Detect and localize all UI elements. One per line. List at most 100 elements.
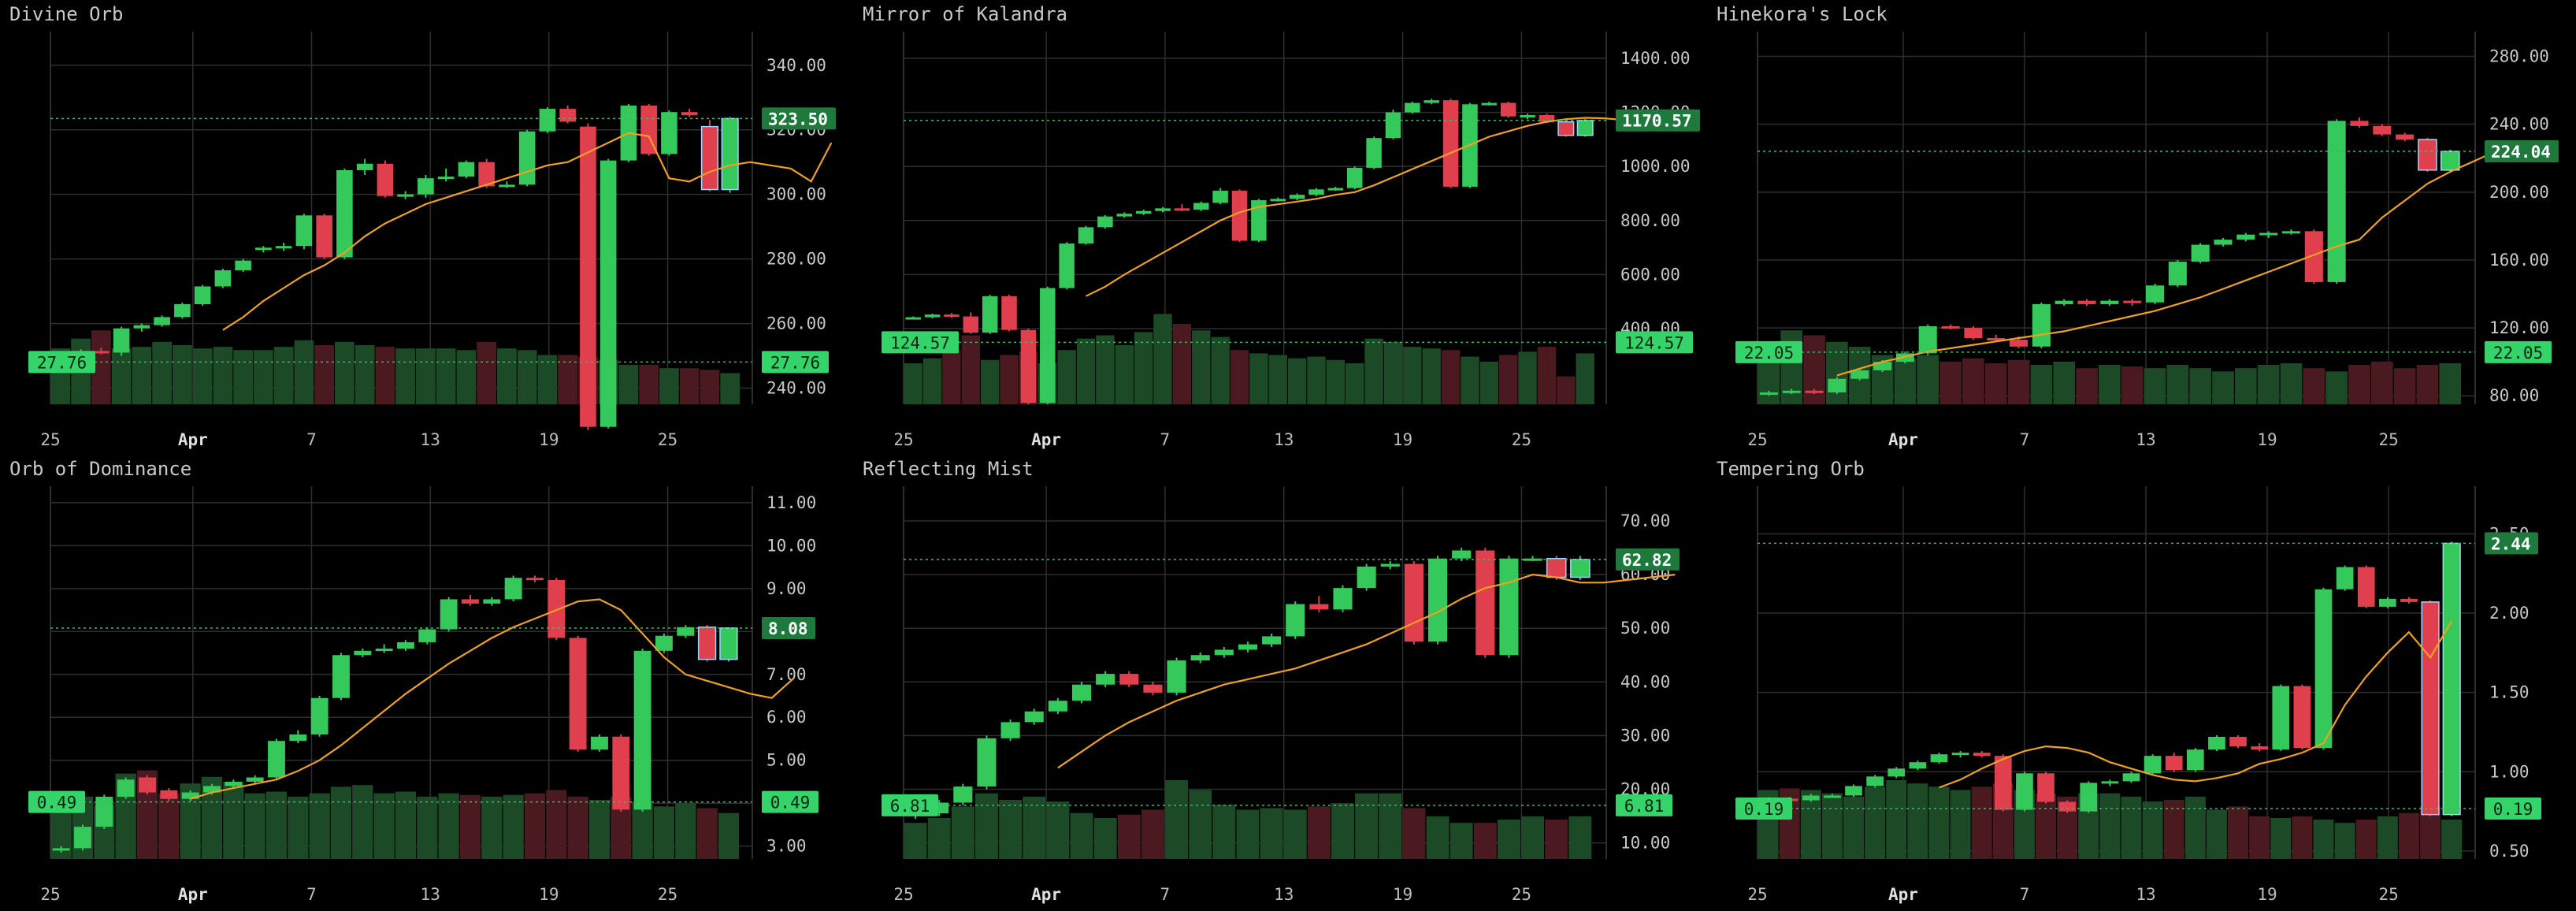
x-tick-label: 19 [539, 885, 559, 904]
volume-bar [2036, 793, 2057, 859]
volume-bar [459, 794, 481, 859]
candle-body [1380, 563, 1400, 567]
candle-body [1190, 655, 1210, 661]
candle-body [2251, 746, 2269, 750]
chart-title: Hinekora's Lock [1717, 3, 1887, 25]
candlestick-chart[interactable]: 0.501.001.502.002.5025Apr71319252.440.19… [1707, 455, 2576, 909]
candle-body [1427, 558, 1448, 642]
chart-panel[interactable]: 80.00 120.00 160.00 200.00 240.00 280.00 25 Apr… [1707, 0, 2576, 455]
volume-label-right: 0.19 [2493, 800, 2533, 819]
volume-label-left: 27.76 [37, 353, 87, 372]
volume-bar [659, 368, 679, 404]
volume-bar [288, 796, 309, 859]
volume-bar [942, 350, 961, 404]
volume-bar [961, 335, 980, 404]
candlestick-chart[interactable]: 3.004.005.006.007.008.009.0010.0011.0025… [0, 455, 853, 909]
volume-bar [618, 364, 639, 404]
candlestick-chart[interactable]: 400.00600.00800.001000.001200.001400.002… [853, 0, 1707, 455]
y-tick-label: 340.00 [766, 56, 826, 75]
chart-panel[interactable]: 10.00 20.00 30.00 40.00 50.00 60.00 70.00 25 Apr… [853, 455, 1707, 909]
candle-body [2214, 240, 2233, 245]
candle-body [1000, 722, 1020, 738]
volume-bar [718, 812, 740, 859]
candlestick-chart[interactable]: 80.00 120.00 160.00 200.00 240.00 280.00 25 Apr… [1707, 0, 2576, 455]
candle-body [1546, 557, 1567, 578]
candle-body [1262, 636, 1282, 645]
candle-body [418, 178, 434, 195]
volume-bar [720, 373, 741, 404]
chart-title: Tempering Orb [1717, 458, 1865, 480]
chart-panel[interactable]: 240.00 260.00 280.00 300.00 320.00 340.00 25 Ap… [0, 0, 853, 455]
candle-body [268, 741, 285, 778]
volume-bar [679, 368, 700, 404]
x-tick-label: 25 [1747, 885, 1767, 904]
volume-bar [132, 347, 152, 404]
candle-body [2304, 231, 2323, 282]
chart-panel[interactable]: 0.501.001.502.002.5025Apr71319252.440.19… [1707, 455, 2576, 909]
volume-bar [675, 803, 696, 859]
x-tick-label: 25 [1512, 430, 1531, 449]
volume-bar [1545, 819, 1568, 859]
volume-bar [2292, 816, 2313, 859]
volume-bar [1230, 350, 1249, 404]
candle-body [661, 112, 677, 154]
chart-panel[interactable]: 400.00600.00800.001000.001200.001400.002… [853, 0, 1707, 455]
y-tick-label: 160.00 [2489, 251, 2549, 270]
candle-body [95, 797, 113, 827]
volume-bar [1364, 338, 1383, 404]
volume-bar [588, 799, 611, 859]
last-price-tag [762, 616, 815, 639]
volume-bar [2313, 819, 2334, 859]
candle-body [139, 777, 156, 793]
y-tick-label: 70.00 [1620, 511, 1670, 530]
volume-tag-right [762, 790, 818, 813]
volume-bar [1402, 808, 1426, 859]
x-tick-label: 7 [2020, 430, 2030, 449]
candle-body [2077, 300, 2096, 304]
volume-bar [1894, 358, 1917, 404]
candle-body [1309, 604, 1329, 610]
candle-body [160, 790, 178, 799]
candle-body [1866, 776, 1884, 786]
x-tick-label: 25 [2378, 885, 2398, 904]
candle-body [2229, 736, 2247, 747]
volume-bar [2439, 363, 2462, 404]
candle-body [1475, 550, 1495, 656]
candle-body [462, 599, 479, 604]
candle-body [275, 246, 292, 249]
candle-body [1059, 243, 1075, 288]
candle-body [1539, 115, 1555, 122]
candle-body [2186, 749, 2204, 771]
volume-bar [2355, 819, 2377, 859]
volume-bar [2206, 809, 2227, 859]
candle-body [1308, 189, 1324, 195]
volume-bar [223, 782, 244, 859]
candle-body [1143, 684, 1163, 693]
candle-body [1048, 701, 1067, 712]
chart-title: Orb of Dominance [9, 458, 192, 480]
volume-bar [653, 806, 675, 859]
volume-label-right: 27.76 [770, 353, 820, 372]
volume-bar [481, 796, 503, 859]
volume-bar [395, 348, 416, 404]
volume-bar [524, 793, 546, 859]
candle-body [1570, 559, 1591, 578]
volume-tag-right [1616, 331, 1693, 354]
candle-body [336, 169, 353, 258]
volume-bar [2099, 364, 2121, 404]
volume-bar [2121, 796, 2142, 859]
x-tick-label: 19 [2257, 430, 2277, 449]
volume-bar [1984, 363, 2007, 404]
candle-body [677, 627, 695, 636]
volume-bar [1189, 790, 1212, 859]
candle-body [2400, 598, 2418, 602]
y-tick-label: 1.50 [2489, 683, 2530, 702]
volume-bar [639, 364, 659, 404]
candle-body [944, 314, 960, 318]
volume-bar [1260, 808, 1283, 859]
chart-panel[interactable]: 3.004.005.006.007.008.009.0010.0011.0025… [0, 455, 853, 909]
candle-body [2272, 686, 2290, 750]
candle-body [397, 194, 414, 197]
